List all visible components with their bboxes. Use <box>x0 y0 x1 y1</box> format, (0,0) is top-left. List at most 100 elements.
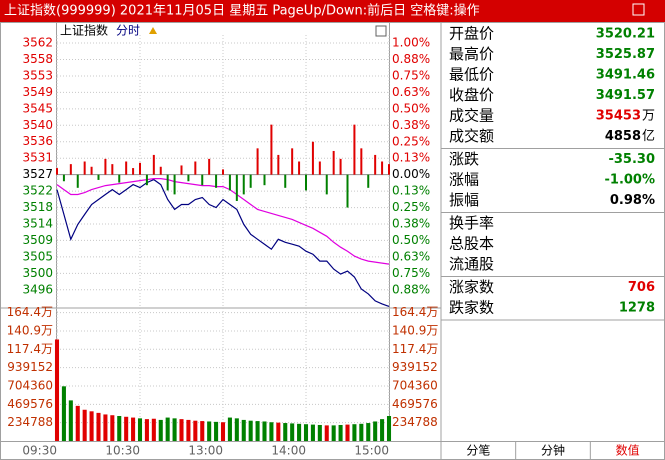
volume-bar <box>131 417 136 441</box>
strength-bar <box>139 162 141 175</box>
strength-bar <box>76 174 79 188</box>
strength-bar <box>263 174 266 186</box>
x-tick-label: 10:30 <box>105 444 140 458</box>
strength-bar <box>118 174 121 183</box>
quote-value: 1278 <box>619 301 655 316</box>
strength-bar <box>249 174 252 188</box>
strength-bar <box>132 168 135 175</box>
strength-bar <box>228 174 231 191</box>
y-tick-label: 3505 <box>22 249 53 263</box>
volume-tick-label: 939152 <box>7 360 53 374</box>
volume-bar <box>61 386 66 441</box>
volume-bar <box>54 339 60 441</box>
tab[interactable]: 分笔 <box>466 443 490 458</box>
quote-label: 最高价 <box>449 45 494 63</box>
strength-bar <box>111 164 114 175</box>
volume-tick-label: 469576 <box>392 397 438 411</box>
quote-value: 3520.21 <box>596 27 655 42</box>
y2-tick-label: 0.38% <box>392 217 430 231</box>
strength-bar <box>367 174 370 188</box>
panel-icon[interactable] <box>375 25 387 37</box>
quote-value: 0.98% <box>610 193 655 208</box>
y-tick-label: 3514 <box>22 217 53 231</box>
volume-bar <box>110 415 115 441</box>
x-tick-label: 09:30 <box>22 444 57 458</box>
volume-bar <box>186 419 191 441</box>
y-tick-label: 3509 <box>22 233 53 247</box>
y2-tick-label: 0.63% <box>392 85 430 99</box>
quote-value: -1.00% <box>605 173 656 188</box>
volume-bar <box>200 421 205 441</box>
strength-bar <box>284 174 287 188</box>
title-bar <box>0 0 665 22</box>
y2-tick-label: 0.00% <box>392 167 430 181</box>
quote-label: 流通股 <box>449 255 494 273</box>
volume-bar <box>151 418 156 441</box>
strength-bar <box>56 168 58 175</box>
volume-tick-label: 164.4万 <box>392 305 438 319</box>
strength-bar <box>311 141 314 175</box>
quote-value: 4858 <box>605 129 641 144</box>
strength-bar <box>339 158 342 175</box>
average-line <box>56 178 390 265</box>
quote-label: 成交量 <box>449 107 494 125</box>
tab[interactable]: 数值 <box>616 443 640 458</box>
volume-bar <box>366 423 371 441</box>
volume-bar <box>276 422 281 441</box>
strength-bar <box>187 174 190 182</box>
volume-bar <box>317 424 322 441</box>
volume-tick-label: 469576 <box>7 397 53 411</box>
volume-bar <box>165 417 170 441</box>
y2-tick-label: 0.88% <box>392 282 430 296</box>
strength-bar <box>318 161 321 175</box>
y-tick-label: 3518 <box>22 200 53 214</box>
quote-label: 换手率 <box>449 214 494 232</box>
price-line <box>56 178 390 307</box>
volume-bar <box>220 422 226 441</box>
mode-icon[interactable] <box>149 27 157 34</box>
strength-bar <box>291 148 294 175</box>
quote-label: 开盘价 <box>449 25 494 43</box>
quote-label: 振幅 <box>449 191 479 209</box>
y-tick-label: 3540 <box>22 118 53 132</box>
volume-bar <box>386 416 392 441</box>
volume-tick-label: 704360 <box>392 378 438 392</box>
volume-bar <box>283 423 288 441</box>
volume-tick-label: 140.9万 <box>7 323 53 337</box>
y2-tick-label: 0.13% <box>392 184 430 198</box>
strength-bar <box>360 148 363 175</box>
volume-tick-label: 117.4万 <box>392 342 438 356</box>
volume-bar <box>144 419 149 441</box>
quote-label: 涨家数 <box>449 278 494 296</box>
x-tick-label: 13:00 <box>188 444 223 458</box>
volume-bar <box>96 412 101 441</box>
chart-mode[interactable]: 分时 <box>116 24 140 38</box>
strength-bar <box>381 161 384 175</box>
window-icon[interactable] <box>632 3 645 16</box>
volume-bar <box>352 424 357 441</box>
quote-value: 3491.46 <box>596 68 655 83</box>
strength-bar <box>277 154 280 175</box>
quote-label: 成交额 <box>449 127 494 145</box>
volume-tick-label: 140.9万 <box>392 323 438 337</box>
volume-tick-label: 234788 <box>392 415 438 429</box>
quote-label: 最低价 <box>449 66 494 84</box>
strength-bar <box>298 161 301 175</box>
quote-label: 涨幅 <box>449 171 479 189</box>
volume-bar <box>331 425 336 441</box>
strength-bar <box>208 158 211 175</box>
strength-bar <box>305 174 307 191</box>
strength-bar <box>97 174 100 180</box>
y2-tick-label: 0.75% <box>392 266 430 280</box>
quote-value: 35453 <box>596 109 641 124</box>
volume-bar <box>124 416 129 441</box>
y-tick-label: 3558 <box>22 52 53 66</box>
strength-bar <box>152 154 155 175</box>
strength-bar <box>62 174 65 182</box>
tab[interactable]: 分钟 <box>541 443 565 458</box>
volume-bar <box>255 421 260 441</box>
volume-bar <box>373 421 378 441</box>
volume-tick-label: 164.4万 <box>7 305 53 319</box>
volume-bar <box>117 416 122 441</box>
